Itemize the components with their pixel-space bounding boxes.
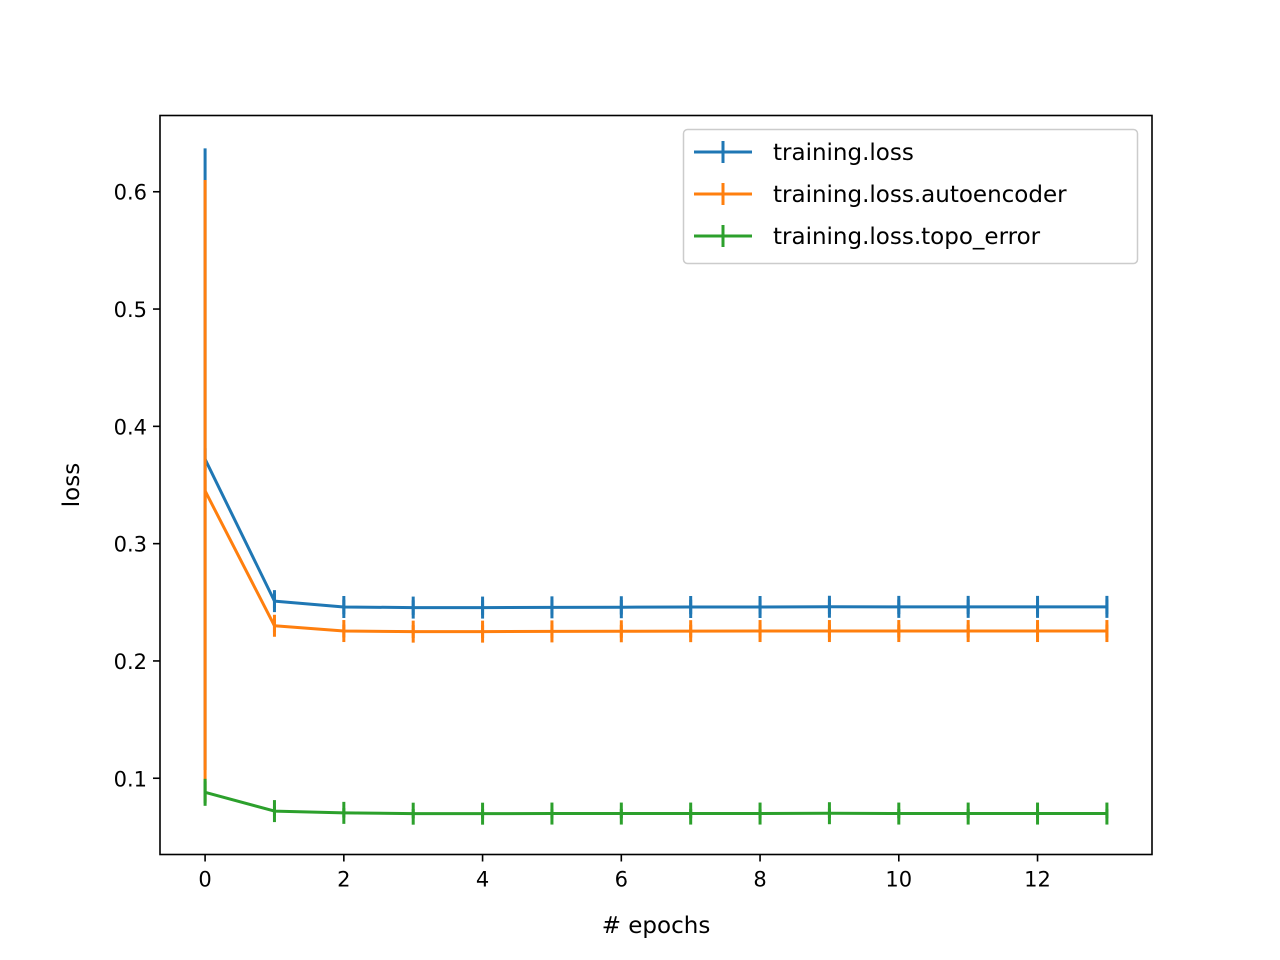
legend-label: training.loss	[773, 140, 914, 166]
y-tick-label: 0.6	[114, 181, 147, 205]
x-tick-label: 2	[337, 868, 350, 892]
x-tick-label: 6	[615, 868, 628, 892]
series-line	[203, 490, 1107, 634]
y-axis-label: loss	[59, 463, 85, 507]
y-tick-label: 0.1	[114, 767, 147, 791]
y-tick-label: 0.3	[114, 533, 147, 557]
y-tick-label: 0.5	[114, 298, 147, 322]
x-tick-label: 4	[476, 868, 489, 892]
x-tick-label: 0	[198, 868, 211, 892]
legend-label: training.loss.topo_error	[773, 224, 1041, 250]
series-line	[203, 458, 1107, 610]
legend: training.loss training.loss.autoencoder tr…	[682, 128, 1139, 265]
x-tick-label: 8	[753, 868, 766, 892]
y-axis: 0.1 0.2 0.3 0.4 0.5 0.6	[114, 181, 160, 791]
x-axis: 0 2 4 6 8 10 12	[198, 854, 1051, 892]
x-tick-label: 10	[885, 868, 912, 892]
y-tick-label: 0.2	[114, 650, 147, 674]
legend-label: training.loss.autoencoder	[773, 182, 1067, 208]
legend-box	[682, 128, 1139, 265]
x-tick-label: 12	[1024, 868, 1051, 892]
series-line	[204, 790, 1107, 816]
x-axis-label: # epochs	[602, 913, 711, 939]
plot-area-frame	[159, 114, 1153, 856]
y-tick-label: 0.4	[114, 415, 147, 439]
series-layer	[203, 148, 1109, 825]
